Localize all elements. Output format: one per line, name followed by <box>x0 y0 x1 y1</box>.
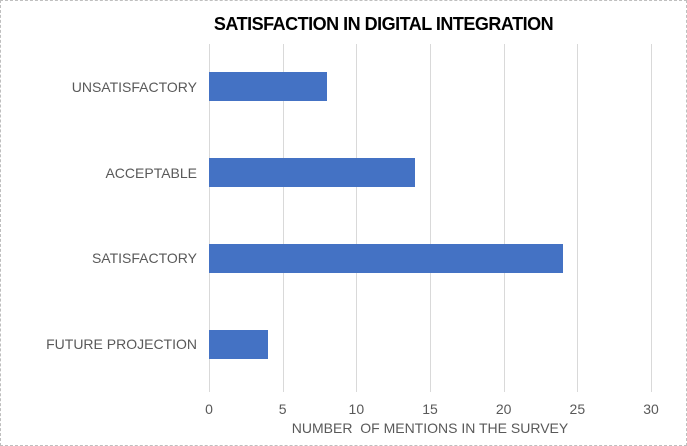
tick-label-25: 25 <box>569 401 586 417</box>
tick-label-10: 10 <box>348 401 365 417</box>
plot-area <box>209 44 652 392</box>
gridline-x-5 <box>282 44 284 392</box>
tick-label-0: 0 <box>205 401 213 417</box>
tick-label-20: 20 <box>495 401 512 417</box>
chart-title: SATISFACTION IN DIGITAL INTEGRATION <box>213 14 554 34</box>
gridline-x-25 <box>577 44 579 392</box>
category-label-satisfactory: SATISFACTORY <box>91 250 197 267</box>
gridline-x-15 <box>430 44 431 392</box>
bar-future-projection <box>209 329 268 359</box>
bar-acceptable <box>209 158 416 188</box>
category-label-future-projection: FUTURE PROJECTION <box>46 336 197 353</box>
tick-label-15: 15 <box>422 401 438 417</box>
bar-satisfactory <box>209 243 563 273</box>
gridline-x-0 <box>209 44 210 392</box>
category-label-acceptable: ACCEPTABLE <box>105 164 197 181</box>
gridline-x-10 <box>356 44 358 392</box>
gridline-x-20 <box>503 44 505 392</box>
tick-label-30: 30 <box>643 401 659 417</box>
bar-unsatisfactory <box>209 72 327 102</box>
category-label-unsatisfactory: UNSATISFACTORY <box>71 78 197 95</box>
gridline-x-30 <box>651 44 652 392</box>
x-axis-title: NUMBER OF MENTIONS IN THE SURVEY <box>291 420 569 436</box>
tick-label-5: 5 <box>278 401 287 417</box>
